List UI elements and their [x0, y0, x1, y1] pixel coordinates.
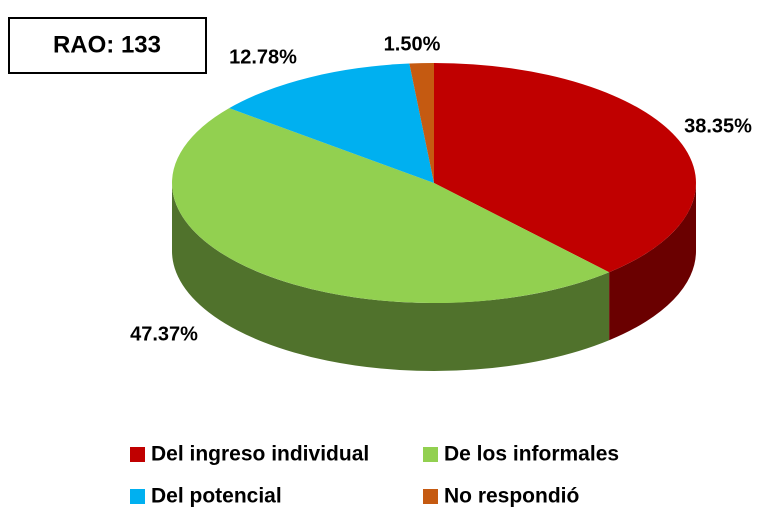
legend-swatch: [130, 447, 145, 462]
slice: [229, 63, 434, 184]
annotation: RAO: 133: [53, 31, 161, 58]
slice: [409, 63, 434, 183]
legend-label: Del potencial: [151, 485, 282, 508]
data-label: 47.37%: [130, 323, 198, 345]
legend-swatch: [130, 489, 145, 504]
slice-side: [609, 183, 696, 341]
legend-label: No respondió: [444, 485, 579, 508]
data-label: 12.78%: [229, 46, 297, 68]
slice-side: [171, 183, 610, 372]
legend-label: De los informales: [444, 443, 619, 466]
legend-swatch: [423, 447, 438, 462]
slice: [434, 63, 696, 273]
legend-label: Del ingreso individual: [151, 443, 369, 466]
legend-swatch: [423, 489, 438, 504]
data-label: 38.35%: [684, 115, 752, 137]
slice: [171, 108, 610, 304]
data-label: 1.50%: [384, 33, 441, 55]
annotation-box: [8, 17, 207, 74]
